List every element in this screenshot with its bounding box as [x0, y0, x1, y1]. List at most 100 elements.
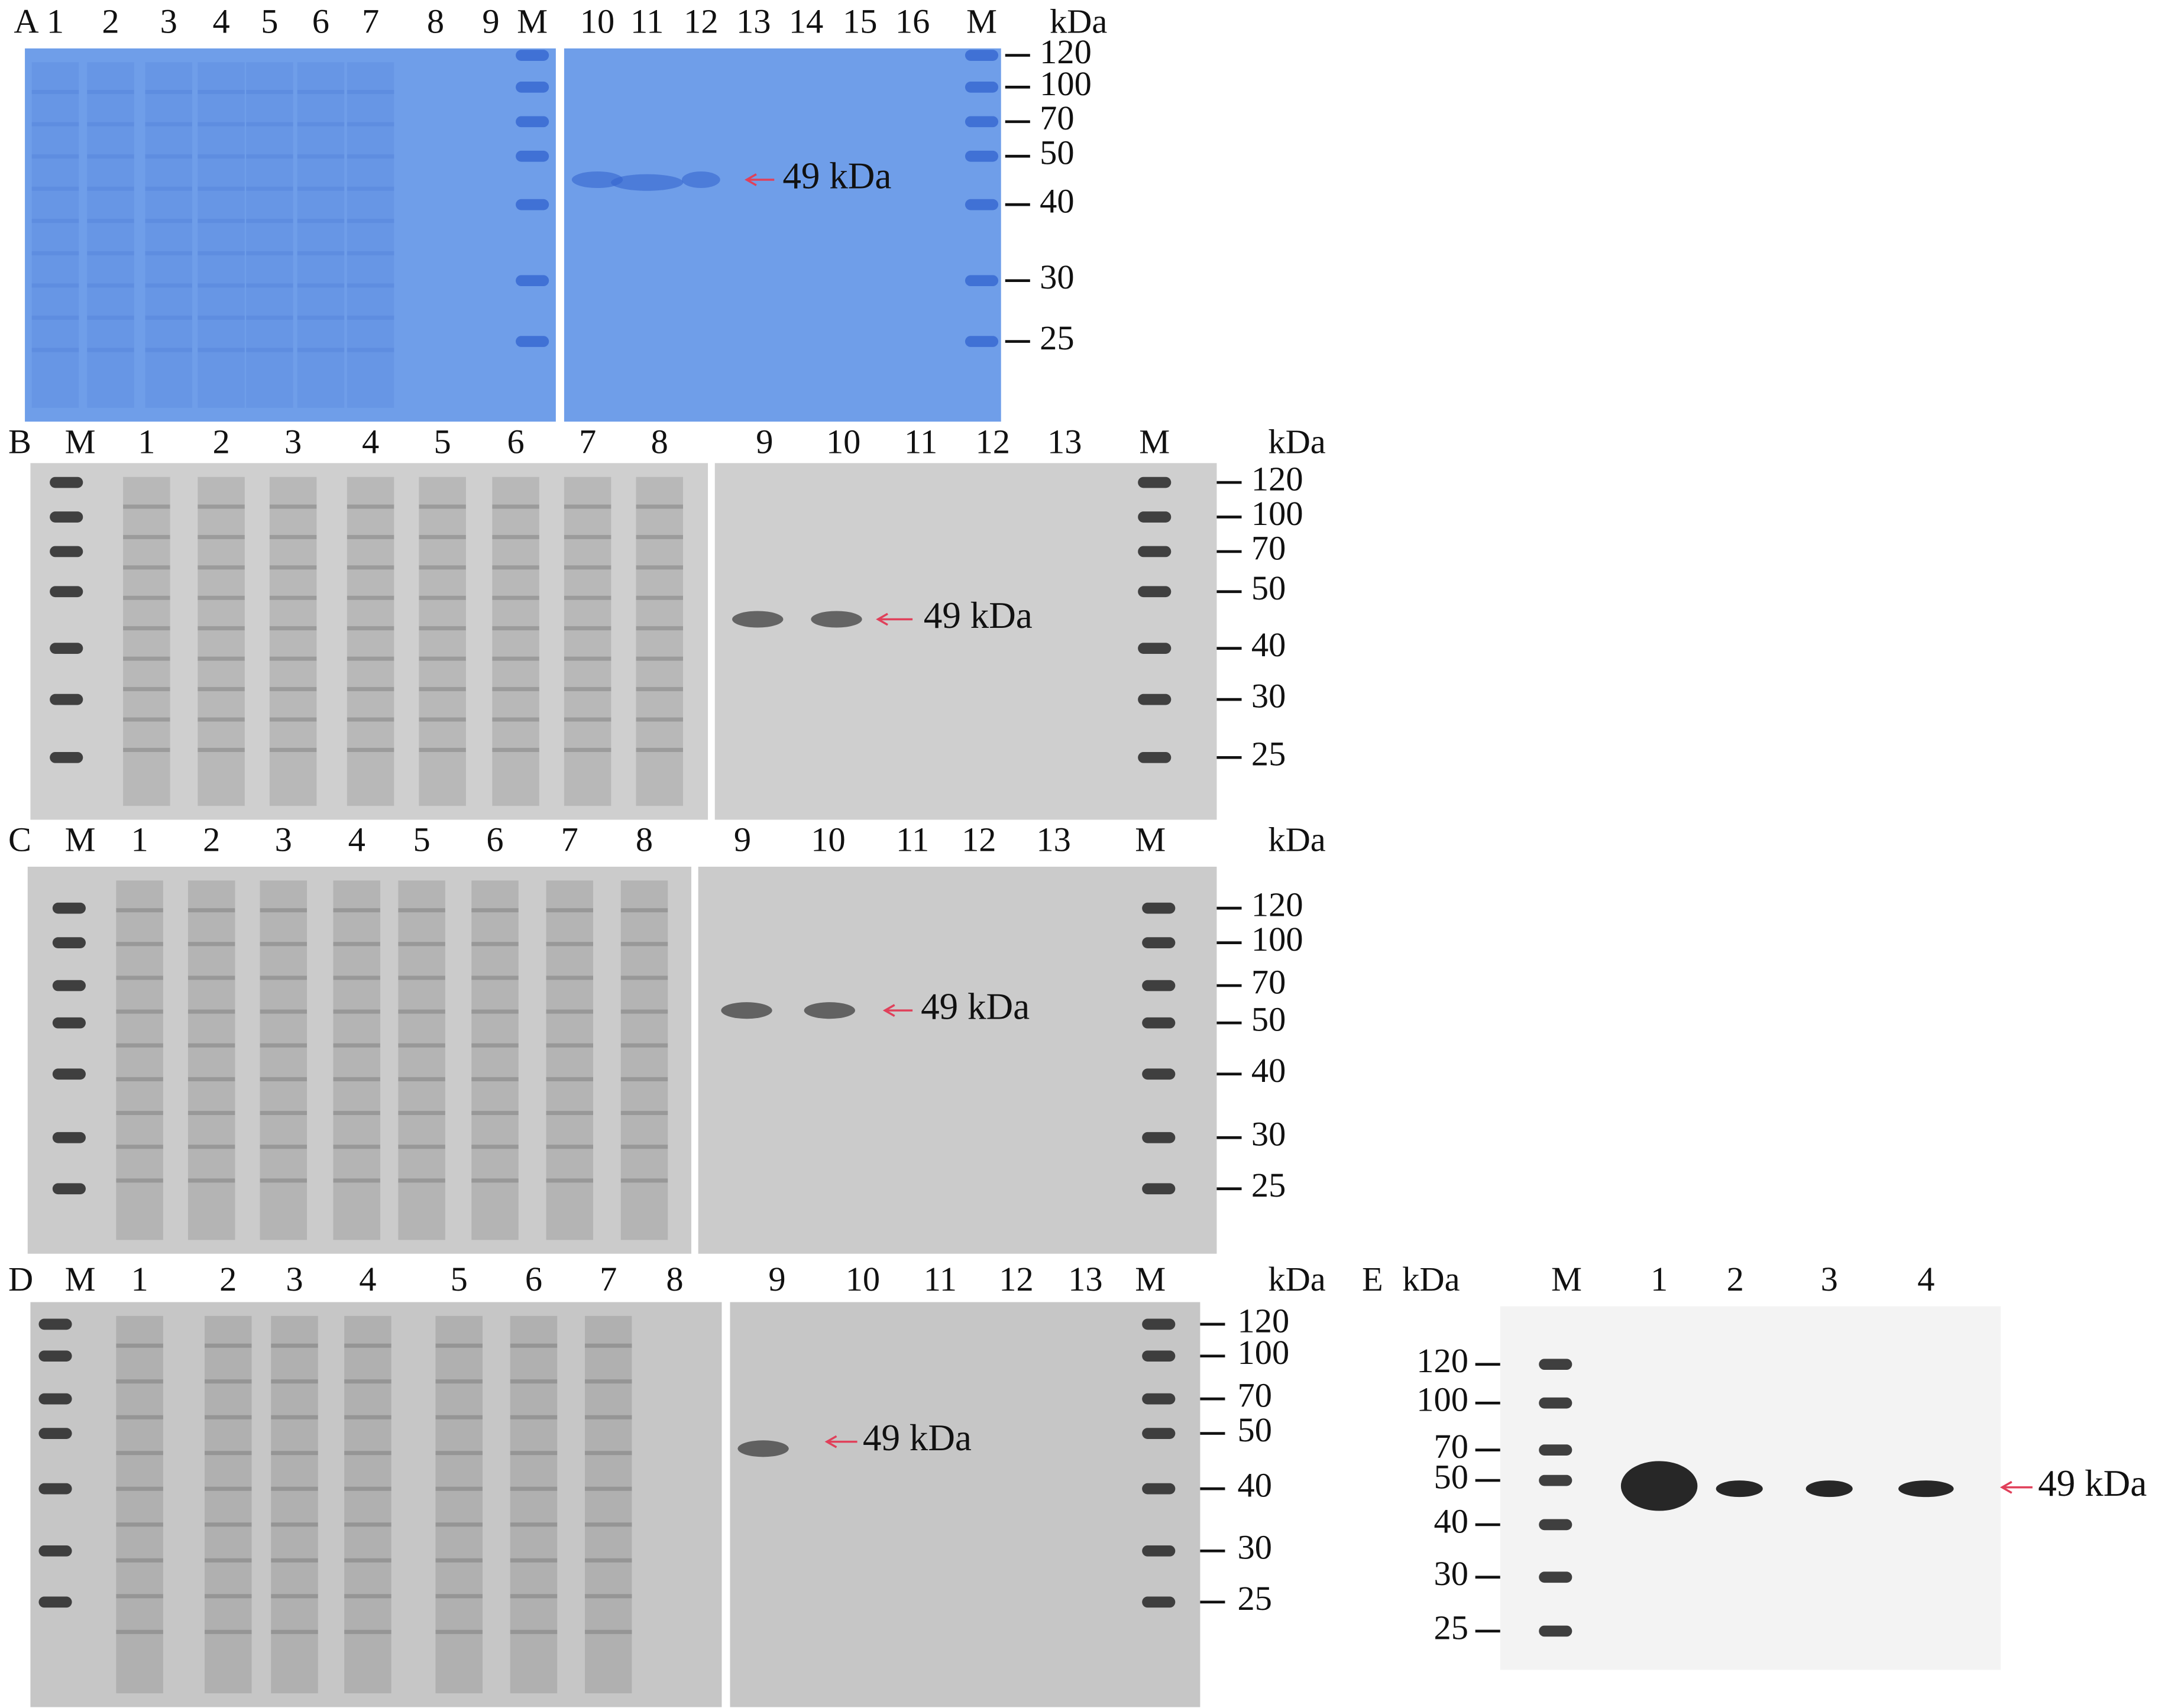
lane-band [398, 1009, 445, 1014]
lane-band [123, 595, 170, 600]
lane-smear [471, 880, 519, 1240]
gel [25, 48, 556, 422]
marker-label: 100 [1238, 1333, 1290, 1372]
lane-label: 5 [413, 821, 430, 859]
lane-label: 6 [486, 821, 503, 859]
lane-band [31, 348, 79, 352]
lane-band [584, 1415, 632, 1419]
lane-band [205, 1379, 252, 1384]
ladder-band [1539, 1359, 1572, 1370]
lane-label: 12 [684, 2, 718, 41]
ladder-band [1138, 586, 1172, 598]
ladder-band [965, 199, 999, 210]
lane-band [564, 717, 611, 722]
arrow-head [824, 1435, 837, 1448]
lane-label: 3 [275, 821, 292, 859]
lane-band [116, 1077, 163, 1081]
ladder-band [965, 336, 999, 347]
lane-band [260, 1077, 308, 1081]
ladder-band [1142, 1350, 1176, 1362]
lane-smear [584, 1315, 632, 1694]
lane-band [584, 1486, 632, 1491]
gel [30, 463, 708, 820]
lane-smear [398, 880, 445, 1240]
lane-band [187, 1009, 235, 1014]
lane-label: 11 [904, 422, 937, 461]
ladder-band [38, 1483, 72, 1495]
lane-band [205, 1451, 252, 1456]
arrow-head [882, 1004, 895, 1017]
lane-band [269, 717, 317, 722]
lane-band [564, 747, 611, 752]
lane-band [398, 1145, 445, 1149]
target-band [737, 1440, 789, 1457]
ladder-band [52, 980, 86, 991]
ladder-band [1539, 1397, 1572, 1409]
lane-band [347, 656, 394, 661]
lane-smear [116, 1315, 163, 1694]
lane-band [198, 154, 245, 159]
lane-label: 11 [896, 821, 929, 859]
lane-band [584, 1451, 632, 1456]
lane-band [269, 656, 317, 661]
marker-label: 40 [1251, 625, 1286, 664]
lane-band [584, 1594, 632, 1599]
lane-band [198, 283, 245, 288]
lane-band [435, 1486, 483, 1491]
marker-label: 25 [1251, 735, 1286, 773]
ladder-band [516, 150, 549, 162]
lane-band [123, 534, 170, 539]
lane-band [492, 687, 539, 692]
lane-band [347, 154, 394, 159]
lane-label: 8 [651, 422, 668, 461]
lane-band [123, 687, 170, 692]
ladder-band [52, 937, 86, 948]
lane-band [246, 90, 293, 95]
ladder-band [965, 82, 999, 93]
unit-label: kDa [1268, 821, 1325, 859]
lane-band [546, 908, 594, 913]
ladder-band [1138, 693, 1172, 705]
lane-smear [347, 62, 394, 408]
lane-label: 1 [1651, 1260, 1668, 1298]
lane-band [398, 1043, 445, 1048]
unit-label: kDa [1050, 2, 1107, 41]
lane-label: 3 [284, 422, 302, 461]
marker-label: 70 [1251, 962, 1286, 1001]
lane-band [435, 1594, 483, 1599]
ladder-band [52, 1183, 86, 1195]
lane-band [187, 1111, 235, 1116]
ladder-band [1138, 643, 1172, 654]
lane-band [584, 1379, 632, 1384]
lane-label: 2 [1727, 1260, 1744, 1298]
lane-band [333, 1111, 380, 1116]
lane-label: 5 [451, 1260, 468, 1298]
ladder-band [1138, 546, 1172, 558]
lane-label: M [966, 2, 997, 41]
lane-band [435, 1558, 483, 1563]
ladder-band [1142, 1017, 1176, 1029]
lane-band [297, 219, 345, 223]
lane-band [87, 186, 134, 191]
lane-band [246, 348, 293, 352]
lane-band [145, 315, 192, 320]
marker-label: 100 [1251, 494, 1303, 533]
lane-label: 7 [579, 422, 596, 461]
lane-band [492, 565, 539, 570]
ladder-band [516, 199, 549, 210]
lane-band [333, 1178, 380, 1183]
ladder-band [1138, 751, 1172, 763]
lane-label: 6 [525, 1260, 542, 1298]
lane-band [116, 1486, 163, 1491]
lane-band [620, 908, 668, 913]
lane-band [636, 626, 683, 631]
lane-band [347, 565, 394, 570]
marker-label: 40 [1251, 1051, 1286, 1090]
lane-smear [187, 880, 235, 1240]
lane-label: 2 [102, 2, 119, 41]
lane-band [419, 747, 466, 752]
ladder-band [38, 1428, 72, 1439]
lane-smear [145, 62, 192, 408]
lane-band [87, 90, 134, 95]
lane-band [205, 1558, 252, 1563]
